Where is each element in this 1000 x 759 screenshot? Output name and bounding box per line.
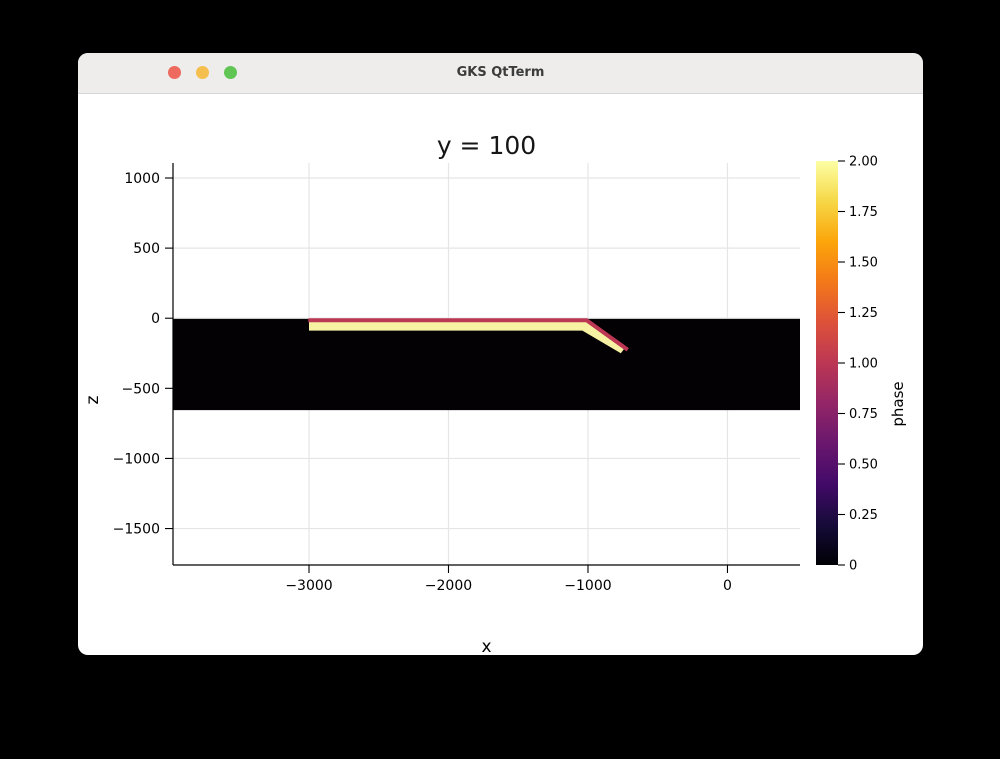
x-tick-label: −1000 xyxy=(564,578,611,594)
colorbar-gradient xyxy=(816,161,838,565)
colorbar-tick-label: 0.75 xyxy=(849,407,878,422)
heatmap-phase1-interface-line xyxy=(308,318,629,352)
y-tick-label: 500 xyxy=(133,241,160,257)
y-tick-label: 1000 xyxy=(124,171,160,187)
chart-title: y = 100 xyxy=(436,131,537,160)
plot-area: y = 100 x z phase −3000 −2000 −1000 0 1000 50… xyxy=(78,93,923,657)
colorbar-tick-label: 1.75 xyxy=(849,205,878,220)
colorbar-tick-label: 0.50 xyxy=(849,458,878,473)
plot-canvas: −3000 −2000 −1000 0 1000 500 0 −500 −1000 −1500 0 0… xyxy=(113,155,878,595)
colorbar-tick-label: 0 xyxy=(849,559,857,574)
colorbar-tick-label: 1.50 xyxy=(849,256,878,271)
heatmap-phase0-medium-band xyxy=(173,318,800,411)
colorbar-tick-label: 1.00 xyxy=(849,357,878,372)
colorbar-tick-label: 0.25 xyxy=(849,508,878,523)
y-tick-label: 0 xyxy=(151,311,160,327)
x-axis-label: x xyxy=(481,637,492,657)
y-tick-label: −1500 xyxy=(113,522,160,538)
colorbar-tick-label: 1.25 xyxy=(849,306,878,321)
x-tick-label: 0 xyxy=(723,578,732,594)
y-tick-label: −1000 xyxy=(113,451,160,467)
close-button[interactable] xyxy=(168,66,181,79)
zoom-button[interactable] xyxy=(224,66,237,79)
x-tick-label: −3000 xyxy=(285,578,332,594)
window-title: GKS QtTerm xyxy=(456,65,545,80)
y-tick-label: −500 xyxy=(122,381,160,397)
x-tick-label: −2000 xyxy=(425,578,472,594)
colorbar-tick-label: 2.00 xyxy=(849,155,878,170)
heatmap-phase2-stripe xyxy=(309,321,626,354)
minimize-button[interactable] xyxy=(196,66,209,79)
window-titlebar[interactable]: GKS QtTerm xyxy=(78,53,923,94)
gks-qtterm-window: GKS QtTerm y = 100 x z phase −3000 −2000−… xyxy=(78,53,923,657)
